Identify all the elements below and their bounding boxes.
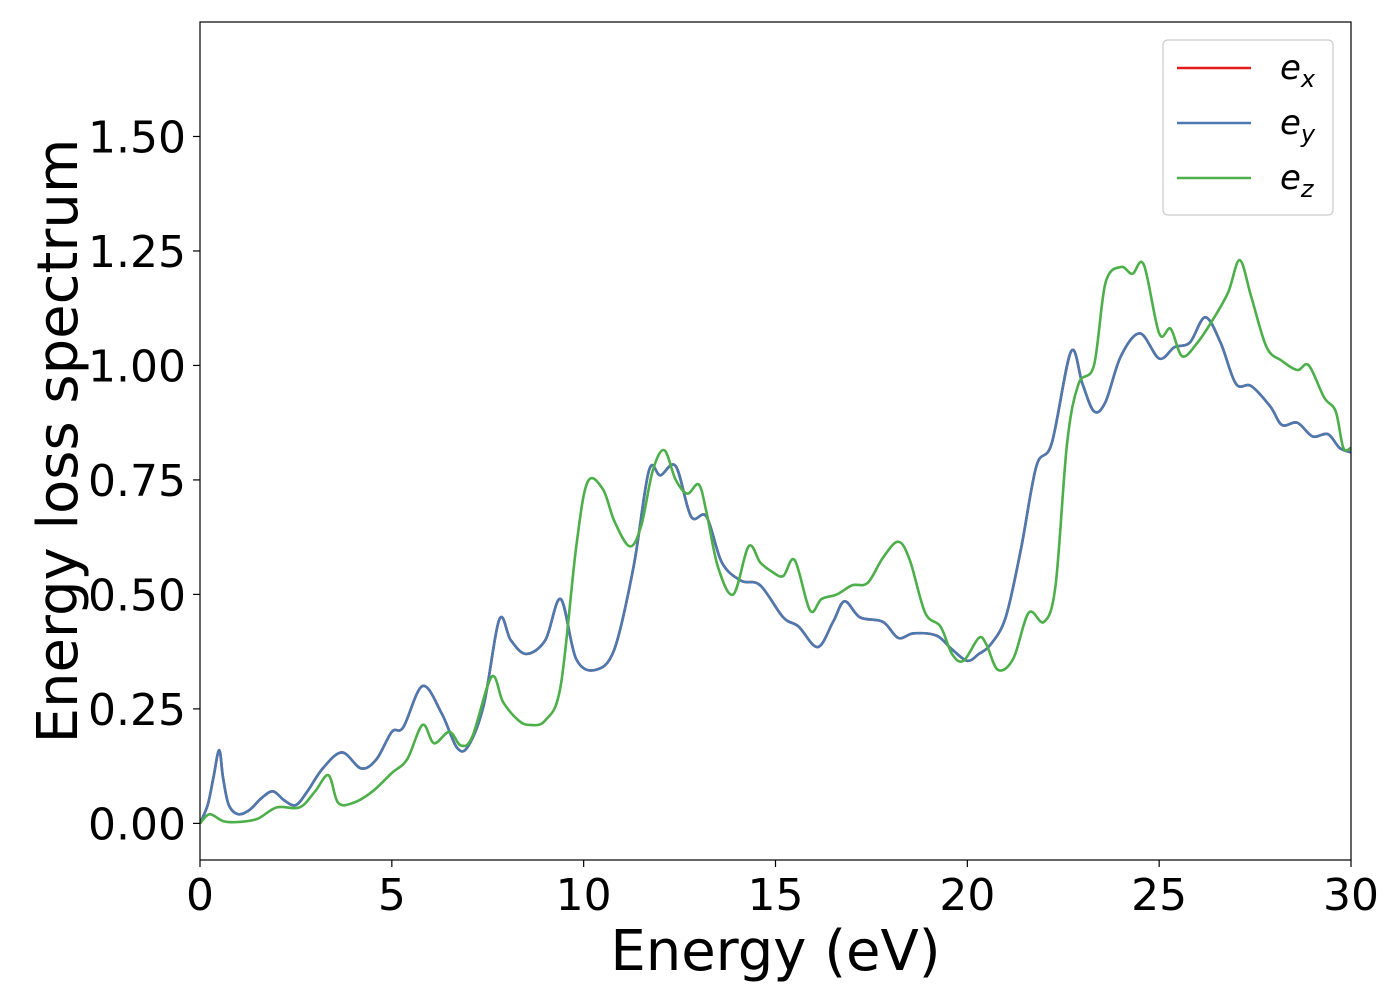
y-tick-label: 0.75: [88, 456, 186, 507]
y-tick-label: 1.50: [88, 112, 186, 163]
x-tick-label: 10: [556, 870, 612, 921]
x-axis-ticks: 0 5 10 15 20 25 30: [186, 860, 1379, 921]
legend: ex ey ez: [1162, 39, 1334, 216]
x-tick-label: 30: [1323, 870, 1379, 921]
x-tick-label: 5: [378, 870, 406, 921]
y-tick-label: 1.25: [88, 227, 186, 278]
legend-label-z: ez: [1280, 158, 1315, 203]
x-tick-label: 0: [186, 870, 214, 921]
y-axis-label: Energy loss spectrum: [26, 139, 91, 744]
series-line-z: [200, 258, 1351, 825]
legend-label-y: ey: [1280, 103, 1316, 148]
legend-label-x: ex: [1280, 48, 1316, 93]
y-axis-ticks: 0.00 0.25 0.50 0.75 1.00 1.25 1.50: [88, 112, 200, 850]
y-tick-label: 1.00: [88, 341, 186, 392]
x-tick-label: 15: [748, 870, 804, 921]
y-tick-label: 0.25: [88, 685, 186, 736]
x-tick-label: 25: [1131, 870, 1187, 921]
series-line-y: [200, 316, 1351, 824]
y-tick-label: 0.00: [88, 799, 186, 850]
series-layer: [200, 258, 1351, 825]
x-axis-label: Energy (eV): [610, 919, 940, 984]
x-tick-label: 20: [939, 870, 995, 921]
legend-box: [1162, 39, 1334, 216]
y-tick-label: 0.50: [88, 570, 186, 621]
